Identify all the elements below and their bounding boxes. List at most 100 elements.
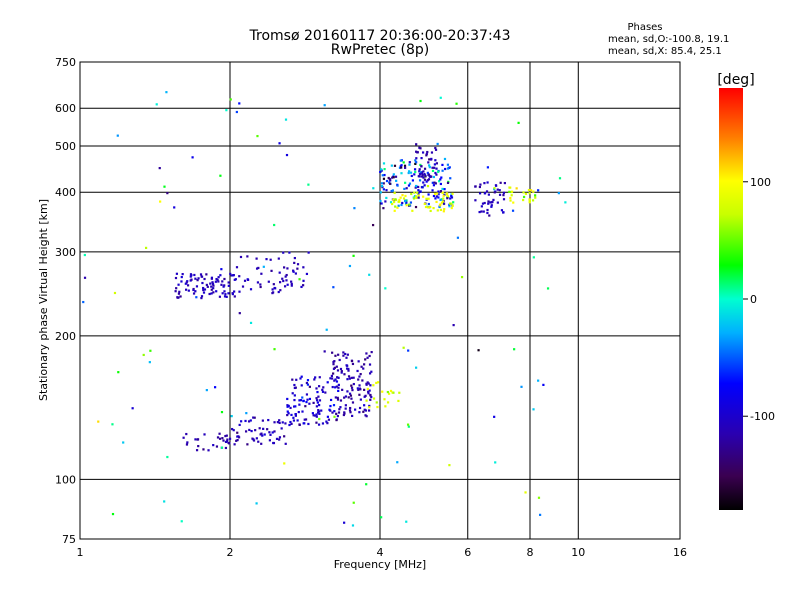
data-point (443, 188, 446, 191)
data-point (286, 397, 289, 401)
data-point (428, 166, 431, 169)
data-point (508, 190, 511, 193)
data-point (278, 271, 281, 274)
data-point (393, 164, 397, 167)
data-point (381, 390, 384, 393)
data-point (200, 296, 203, 300)
data-point (318, 412, 321, 415)
data-point (334, 386, 337, 389)
data-point (449, 177, 452, 180)
data-point (342, 413, 345, 417)
data-point (480, 210, 483, 213)
data-point (455, 102, 458, 105)
data-point (305, 381, 309, 385)
data-point (414, 170, 417, 174)
data-point (219, 274, 222, 277)
data-point (499, 181, 502, 184)
data-point (313, 414, 317, 417)
data-point (363, 408, 366, 411)
data-point (351, 362, 355, 366)
y-tick-labels: 75 100 200 300 400 500 600 750 (55, 56, 76, 546)
data-point (220, 268, 223, 271)
data-point (315, 415, 318, 418)
data-point (315, 413, 318, 416)
data-point (362, 367, 365, 370)
data-point (344, 407, 347, 410)
data-point (300, 384, 303, 387)
data-point (199, 273, 203, 276)
data-point (365, 483, 368, 486)
data-point (293, 386, 296, 390)
data-point (229, 98, 232, 101)
data-point (291, 392, 294, 395)
data-point (386, 401, 390, 404)
data-point (175, 287, 178, 290)
data-point (331, 377, 334, 380)
data-point (212, 284, 215, 287)
data-point (439, 208, 443, 212)
data-point (441, 187, 444, 191)
data-point (370, 350, 373, 354)
data-point (398, 391, 401, 394)
data-point (430, 151, 434, 154)
data-point (522, 191, 525, 194)
data-point (215, 445, 219, 448)
data-point (384, 200, 387, 203)
data-point (216, 278, 219, 282)
data-point (307, 422, 310, 426)
data-point (250, 429, 253, 433)
data-point (483, 192, 486, 195)
data-point (368, 404, 371, 408)
data-point (313, 378, 316, 381)
data-point (230, 274, 233, 277)
data-point (485, 190, 489, 193)
data-point (83, 276, 87, 279)
data-point (298, 399, 301, 402)
data-point (280, 427, 283, 430)
data-point (346, 364, 349, 367)
data-point (219, 174, 222, 177)
data-point (83, 253, 86, 257)
data-point (344, 395, 348, 398)
data-point (426, 171, 429, 175)
data-point (301, 410, 304, 413)
data-point (283, 285, 287, 288)
data-point (325, 420, 328, 423)
data-point (492, 198, 495, 202)
data-point (487, 202, 490, 205)
data-point (192, 292, 196, 295)
data-point (542, 383, 545, 386)
data-point (402, 346, 405, 349)
data-point (271, 431, 274, 434)
data-point (287, 412, 290, 415)
data-point (477, 349, 480, 352)
data-point (267, 418, 270, 422)
data-point (391, 202, 394, 206)
data-point (185, 443, 189, 446)
data-point (195, 296, 198, 299)
data-point (418, 168, 421, 171)
data-point (351, 389, 354, 392)
data-point (260, 432, 263, 435)
data-point (382, 162, 386, 165)
data-point (155, 103, 158, 106)
data-point (207, 449, 210, 452)
x-axis-label: Frequency [MHz] (334, 558, 426, 571)
data-point (270, 269, 273, 272)
data-point (343, 521, 346, 524)
data-point (440, 176, 443, 179)
data-point (354, 408, 357, 411)
data-point (346, 353, 349, 356)
data-point (404, 202, 408, 205)
data-point (273, 421, 276, 424)
data-point (272, 283, 275, 286)
data-point (298, 278, 301, 281)
data-point (306, 398, 309, 401)
data-point (348, 264, 352, 268)
data-point (195, 449, 199, 452)
data-point (266, 428, 269, 431)
data-point (407, 184, 411, 187)
data-point (307, 183, 310, 186)
data-point (329, 377, 332, 380)
x-tick-label: 16 (673, 546, 687, 559)
